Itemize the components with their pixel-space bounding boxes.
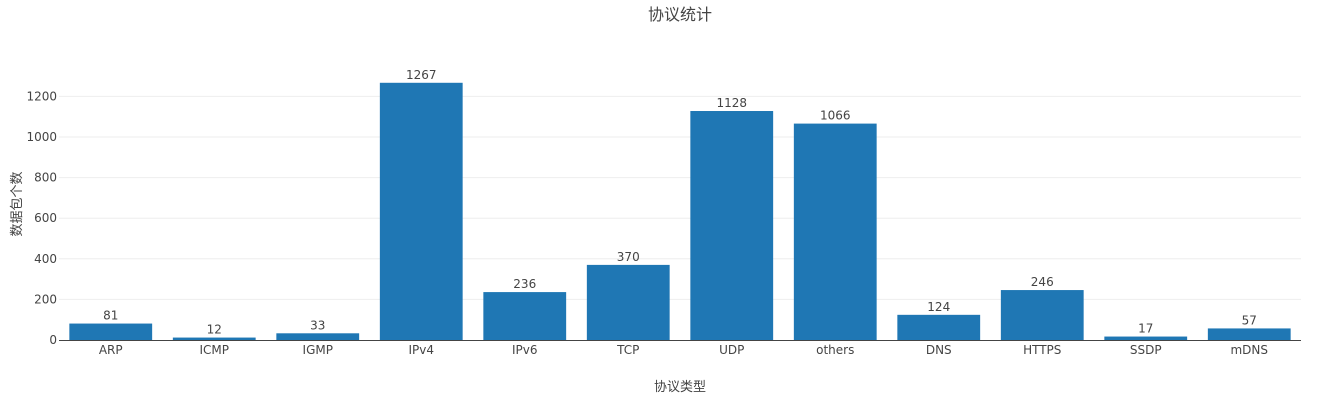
y-tick-label: 400 (34, 252, 57, 266)
bar (276, 333, 360, 340)
data-label: 17 (1138, 322, 1153, 336)
data-label: 81 (103, 309, 118, 323)
data-label: 33 (310, 318, 325, 332)
bars (69, 82, 1291, 341)
bar (483, 292, 567, 340)
x-tick-label: DNS (926, 343, 952, 357)
x-tick-label: IGMP (303, 343, 333, 357)
y-tick-label: 600 (34, 211, 57, 225)
x-tick-label: IPv4 (408, 343, 434, 357)
bar (1000, 290, 1084, 340)
gridlines (59, 95, 1301, 300)
x-axis-title: 协议类型 (654, 380, 706, 395)
data-labels: 81 12 33 1267 236 370 1128 1066 124 246 17 57 (103, 68, 1257, 337)
x-tick-label: TCP (616, 343, 639, 357)
y-tick-label: 1000 (26, 130, 57, 144)
x-axis-ticks: ARP ICMP IGMP IPv4 IPv6 TCP UDP others DNS HTTPS S… (99, 343, 1268, 357)
y-tick-label: 1200 (26, 89, 57, 103)
data-label: 1267 (406, 68, 437, 82)
x-tick-label: ARP (99, 343, 123, 357)
bar (690, 111, 774, 341)
chart-title: 协议统计 (648, 5, 712, 24)
y-tick-label: 0 (49, 333, 57, 347)
bar (1104, 336, 1188, 340)
data-label: 236 (513, 277, 536, 291)
data-label: 1128 (716, 96, 747, 110)
x-tick-label: others (816, 343, 854, 357)
x-tick-label: mDNS (1230, 343, 1268, 357)
bar (172, 337, 256, 340)
data-label: 246 (1031, 275, 1054, 289)
bar (69, 323, 153, 340)
y-tick-label: 800 (34, 171, 57, 185)
x-tick-label: ICMP (199, 343, 229, 357)
data-label: 12 (207, 323, 222, 337)
x-tick-label: HTTPS (1023, 343, 1061, 357)
y-tick-label: 200 (34, 292, 57, 306)
x-tick-label: SSDP (1130, 343, 1162, 357)
data-label: 124 (927, 300, 950, 314)
bar (793, 123, 877, 340)
x-tick-label: UDP (719, 343, 744, 357)
x-tick-label: IPv6 (512, 343, 538, 357)
y-axis-title: 数据包个数 (10, 171, 25, 236)
data-label: 1066 (820, 109, 851, 123)
bar (897, 314, 981, 340)
data-label: 57 (1242, 313, 1257, 327)
y-axis-ticks: 0 200 400 600 800 1000 1200 (26, 89, 57, 347)
bar (379, 82, 463, 340)
bar (1207, 328, 1291, 340)
bar (586, 264, 670, 340)
data-label: 370 (617, 250, 640, 264)
